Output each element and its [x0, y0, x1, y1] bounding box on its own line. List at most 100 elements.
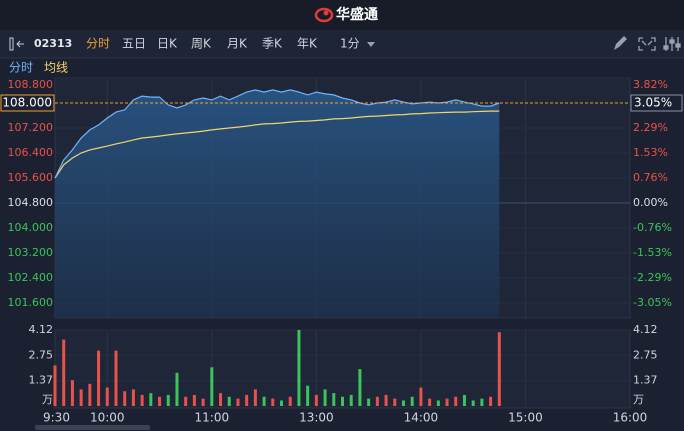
y2-tick-label: -0.76%: [633, 221, 672, 234]
tab[interactable]: 周K: [191, 37, 212, 51]
symbol: 02313: [34, 37, 72, 50]
volume-bar: [323, 389, 327, 406]
volume-bar: [114, 350, 118, 406]
volume-bar: [393, 398, 397, 406]
volume-bar: [306, 385, 310, 406]
volume-bar: [253, 389, 257, 406]
volume-bar: [140, 394, 144, 406]
volume-unit: 万: [633, 393, 644, 406]
fullscreen-icon[interactable]: [638, 37, 656, 51]
y-tick-label: 107.200: [8, 121, 54, 134]
tab[interactable]: 月K: [227, 37, 248, 51]
volume-bar: [384, 394, 388, 406]
x-tick-label: 14:00: [404, 411, 439, 425]
legend-entry: 均线: [44, 61, 68, 75]
volume-tick-label: 1.37: [633, 374, 658, 387]
volume-bar: [158, 396, 162, 406]
volume-bar: [497, 332, 501, 406]
volume-bar: [401, 400, 405, 406]
last-price-label: 108.000: [2, 96, 52, 110]
y2-tick-label: -2.29%: [633, 271, 672, 284]
y2-tick-label: -3.05%: [633, 296, 672, 309]
y2-tick-label: 1.53%: [633, 146, 668, 159]
volume-bar: [349, 394, 353, 406]
volume-bar: [480, 398, 484, 406]
y2-tick-label: -1.53%: [633, 246, 672, 259]
y-tick-label: 105.600: [8, 171, 54, 184]
volume-bar: [97, 350, 101, 406]
volume-bar: [288, 396, 292, 406]
last-price-box: [0, 94, 55, 112]
volume-bar: [53, 365, 57, 406]
y-tick-label: 108.800: [8, 78, 54, 91]
volume-bar: [314, 394, 318, 406]
volume-bar: [436, 400, 440, 406]
volume-bar: [332, 393, 336, 406]
x-tick-label: 9:30: [43, 411, 70, 425]
volume-tick-label: 1.37: [29, 374, 54, 387]
volume-bar: [245, 394, 249, 406]
volume-bar: [219, 393, 223, 406]
x-tick-label: 16:00: [613, 411, 648, 425]
volume-bar: [271, 398, 275, 406]
volume-unit: 万: [42, 393, 53, 406]
volume-bar: [419, 387, 423, 406]
price-area: [55, 89, 500, 319]
x-tick-label: 11:00: [195, 411, 230, 425]
y2-tick-label: 2.29%: [633, 121, 668, 134]
volume-bar: [131, 389, 135, 406]
volume-bar: [192, 394, 196, 406]
title-bar: [0, 0, 684, 30]
y2-tick-label: 0.76%: [633, 171, 668, 184]
volume-bar: [210, 367, 214, 406]
dropdown-arrow[interactable]: [367, 42, 375, 47]
volume-bar: [201, 398, 205, 406]
scrollbar[interactable]: [35, 425, 150, 430]
tab[interactable]: 分时: [86, 37, 110, 51]
volume-bar: [175, 372, 179, 406]
volume-bar: [462, 394, 466, 406]
last-change-label: 3.05%: [634, 96, 672, 110]
volume-bar: [62, 339, 66, 406]
x-tick-label: 10:00: [90, 411, 125, 425]
volume-bar: [445, 398, 449, 406]
volume-bar: [79, 389, 83, 406]
settings-icon[interactable]: [663, 37, 681, 51]
y-tick-label: 104.000: [8, 221, 54, 234]
toolbar: [0, 30, 684, 58]
y2-tick-label: 3.82%: [633, 78, 668, 91]
collapse-button[interactable]: [9, 37, 24, 51]
volume-bar: [280, 400, 284, 406]
volume-bar: [410, 396, 414, 406]
y-tick-label: 106.400: [8, 146, 54, 159]
legend-entry: 分时: [9, 61, 33, 75]
draw-tool-icon[interactable]: [614, 36, 627, 50]
volume-bar: [105, 387, 109, 406]
tab[interactable]: 日K: [157, 37, 178, 51]
volume-bar: [428, 398, 432, 406]
avg-line: [54, 110, 500, 179]
volume-bar: [471, 400, 475, 406]
volume-tick-label: 4.12: [633, 323, 658, 336]
volume-tick-label: 2.75: [29, 348, 54, 361]
volume-bar: [341, 396, 344, 406]
x-tick-label: 13:00: [299, 411, 334, 425]
volume-bar: [227, 396, 231, 406]
volume-bar: [262, 396, 266, 406]
y-tick-label: 104.800: [8, 196, 54, 209]
volume-bar: [70, 380, 74, 406]
tab[interactable]: 五日: [122, 37, 146, 51]
tab[interactable]: 年K: [297, 37, 318, 51]
y-tick-label: 103.200: [8, 246, 54, 259]
app-name: 华盛通: [336, 6, 378, 23]
tab[interactable]: 季K: [262, 37, 283, 51]
volume-bar: [236, 398, 240, 406]
app-logo: [314, 7, 334, 23]
interval-selector[interactable]: 1分: [340, 37, 360, 51]
volume-bar: [375, 396, 379, 406]
y-tick-label: 102.400: [8, 271, 54, 284]
volume-bar: [367, 398, 371, 406]
last-change-box: [630, 94, 683, 112]
